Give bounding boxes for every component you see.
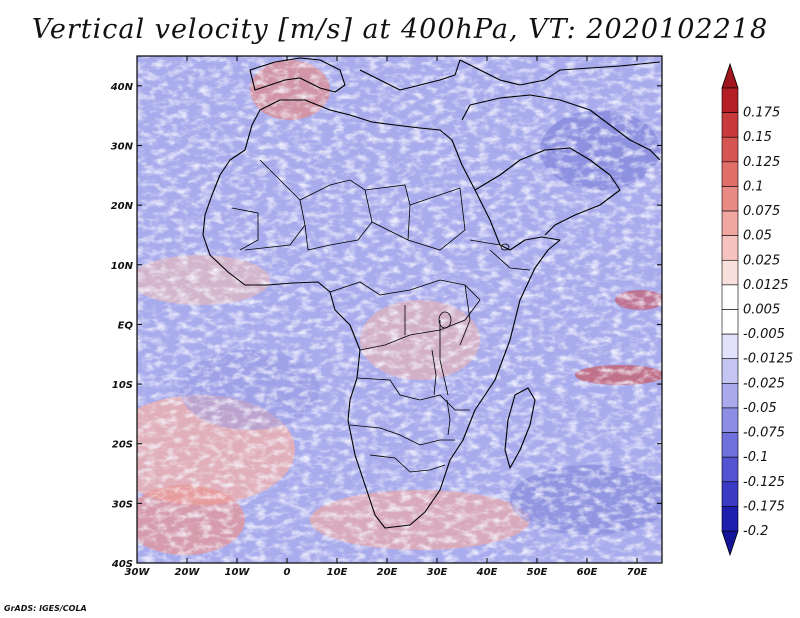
colorbar-label: 0.005 bbox=[743, 303, 780, 318]
colorbar-swatch bbox=[721, 161, 739, 187]
latitude-labels: 40N 30N 20N 10N EQ 10S 20S 30S 40S bbox=[110, 82, 134, 570]
longitude-labels: 30W 20W 10W 0 10E 20E 30E 40E 50E 60E 70E bbox=[125, 567, 648, 578]
lat-label: 30S bbox=[112, 499, 133, 510]
colorbar-swatch bbox=[721, 456, 739, 483]
colorbar-swatch bbox=[721, 506, 739, 532]
lon-label: 70E bbox=[627, 567, 648, 578]
colorbar-swatch bbox=[721, 259, 739, 286]
colorbar-swatch bbox=[721, 407, 739, 433]
colorbar-swatch bbox=[721, 235, 739, 261]
country-borders bbox=[231, 159, 531, 473]
lon-label: 20W bbox=[175, 567, 201, 578]
lat-label: 20S bbox=[112, 440, 133, 451]
lat-label: 40S bbox=[111, 559, 133, 570]
colorbar-swatch bbox=[721, 112, 739, 138]
colorbar-label: 0.025 bbox=[743, 253, 780, 268]
lon-label: 60E bbox=[577, 567, 598, 578]
colorbar-label: -0.125 bbox=[743, 475, 785, 490]
colorbar-swatch bbox=[721, 432, 739, 458]
colorbar-swatch bbox=[721, 210, 739, 236]
colorbar-top-arrow bbox=[721, 62, 739, 89]
colorbar-label: -0.05 bbox=[743, 401, 777, 416]
lat-label: EQ bbox=[118, 320, 134, 331]
colorbar-label: 0.0125 bbox=[743, 278, 789, 293]
colorbar-swatch bbox=[721, 136, 739, 163]
colorbar-label: -0.0125 bbox=[743, 352, 793, 367]
colorbar-label: -0.175 bbox=[743, 499, 785, 514]
colorbar-label: 0.175 bbox=[743, 106, 780, 121]
colorbar-label: 0.15 bbox=[743, 130, 772, 145]
vertical-velocity-field bbox=[137, 56, 662, 563]
colorbar-label: -0.1 bbox=[743, 450, 768, 465]
colorbar: 0.175 0.15 0.125 0.1 0.075 0.05 0.025 0.0125 0.0… bbox=[721, 62, 793, 557]
lon-label: 50E bbox=[527, 567, 548, 578]
plot-frame bbox=[136, 55, 663, 564]
lat-label: 10N bbox=[111, 261, 134, 272]
lon-label: 30W bbox=[125, 567, 151, 578]
lat-label: 20N bbox=[111, 201, 134, 212]
colorbar-swatch bbox=[721, 481, 739, 507]
colorbar-swatch bbox=[721, 333, 739, 360]
colorbar-label: 0.075 bbox=[743, 204, 780, 219]
colorbar-swatch bbox=[721, 87, 739, 113]
lon-label: 0 bbox=[284, 567, 291, 578]
colorbar-label: 0.05 bbox=[743, 229, 772, 244]
lon-label: 10W bbox=[225, 567, 251, 578]
grads-credit: GrADS: IGES/COLA bbox=[4, 604, 87, 613]
lon-label: 40E bbox=[476, 567, 498, 578]
lat-label: 10S bbox=[112, 380, 133, 391]
colorbar-label: 0.125 bbox=[743, 155, 780, 170]
axis-ticks bbox=[136, 56, 662, 564]
coastlines bbox=[202, 57, 661, 529]
lon-label: 10E bbox=[327, 567, 348, 578]
lon-label: 30E bbox=[427, 567, 448, 578]
map-title: Vertical velocity [m/s] at 400hPa, VT: 2… bbox=[31, 14, 769, 45]
colorbar-label: -0.005 bbox=[743, 327, 785, 342]
colorbar-swatch bbox=[721, 358, 739, 384]
colorbar-bottom-arrow bbox=[721, 530, 739, 557]
colorbar-swatch bbox=[721, 383, 739, 409]
colorbar-label: -0.025 bbox=[743, 376, 785, 391]
colorbar-label: -0.075 bbox=[743, 426, 785, 441]
colorbar-swatch bbox=[721, 309, 739, 335]
lat-label: 40N bbox=[110, 82, 134, 93]
lat-label: 30N bbox=[111, 141, 134, 152]
lon-label: 20E bbox=[377, 567, 398, 578]
colorbar-label: 0.1 bbox=[743, 179, 764, 194]
colorbar-swatch bbox=[721, 284, 739, 310]
colorbar-label: -0.2 bbox=[743, 524, 768, 539]
lakes bbox=[431, 243, 510, 436]
colorbar-swatch bbox=[721, 186, 739, 212]
